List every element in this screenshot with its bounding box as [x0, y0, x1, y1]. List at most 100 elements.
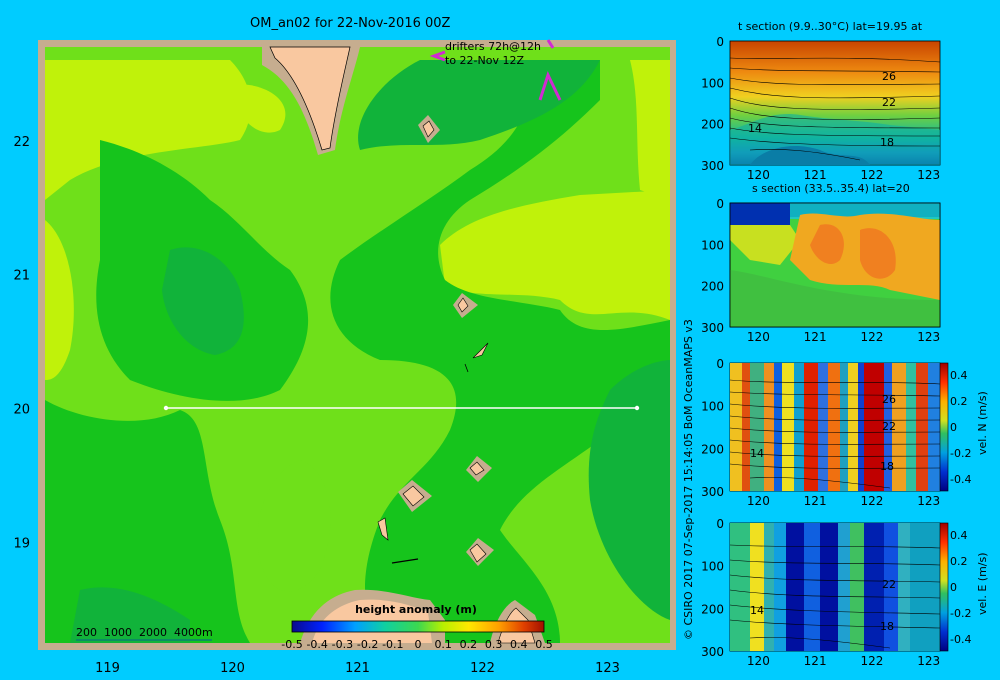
x-tick-119: 119: [95, 661, 120, 676]
field-lower-ne: [358, 60, 600, 150]
velocity-band: [858, 363, 864, 491]
velocity-band: [764, 363, 774, 491]
panel-1-y-tick-200: 200: [701, 118, 724, 132]
drifter-note-2: to 22-Nov 12Z: [445, 54, 525, 67]
colorbar-tick-4: -0.1: [382, 638, 403, 651]
colorbar-tick-2: -0.3: [332, 638, 353, 651]
velocity-band: [850, 523, 864, 651]
panel-4-x-tick-122: 122: [860, 654, 883, 668]
panel-4-x-tick-123: 123: [917, 654, 940, 668]
vel-e-colorbar-label: vel. E (m/s): [976, 552, 989, 615]
panel-4-contour-18: 18: [880, 620, 894, 633]
panel-4-contour-22: 22: [882, 578, 896, 591]
velocity-band: [884, 363, 892, 491]
panel-2-x-tick-123: 123: [917, 330, 940, 344]
panel-2-y-tick-0: 0: [716, 197, 724, 211]
panel-2-x-tick-120: 120: [747, 330, 770, 344]
panel-4-y-tick-0: 0: [716, 517, 724, 531]
panel-4-y-tick-300: 300: [701, 645, 724, 659]
colorbar-tick-1: -0.4: [306, 638, 327, 651]
islands: [377, 115, 494, 566]
y-tick-20: 20: [13, 403, 30, 418]
panel-4-x-tick-121: 121: [804, 654, 827, 668]
panel-1-contour-14: 14: [748, 122, 762, 135]
main-map-chart: 200 1000 2000 4000m height anomaly (m) -…: [13, 39, 676, 676]
panel-3-x-tick-122: 122: [860, 494, 883, 508]
panel-vel-e: 22 18 14: [729, 522, 949, 652]
panel-3-contour-22: 22: [882, 420, 896, 433]
depth-legend-label: 200 1000 2000 4000m: [76, 626, 213, 639]
panel-3-y-tick-300: 300: [701, 485, 724, 499]
velocity-band: [750, 363, 764, 491]
velocity-band: [786, 523, 804, 651]
velocity-band: [910, 523, 940, 651]
panel-3-y-tick-0: 0: [716, 357, 724, 371]
land-taiwan: [262, 46, 360, 155]
section-panels: t section (9.9..30°C) lat=19.95 at 26 22…: [701, 20, 971, 668]
panel-2-title: s section (33.5..35.4) lat=20: [752, 182, 910, 195]
panel-2-y-tick-300: 300: [701, 321, 724, 335]
field-high-ne: [440, 190, 670, 320]
velocity-band: [804, 523, 820, 651]
velocity-band: [730, 363, 742, 491]
field-low-sw: [45, 400, 250, 643]
panel-3-cbar-tick-1: 0.2: [950, 395, 968, 408]
panel-3-contour-26: 26: [882, 393, 896, 406]
panel-4-contour-14: 14: [750, 604, 764, 617]
colorbar-tick-9: 0.4: [510, 638, 528, 651]
panel-2-y-tick-100: 100: [701, 238, 724, 252]
field-lower-nw: [162, 247, 244, 355]
velocity-band: [804, 363, 818, 491]
panel-1-y-tick-100: 100: [701, 76, 724, 90]
panel-3-cbar-tick-3: -0.2: [950, 447, 971, 460]
panel-1-x-tick-122: 122: [860, 168, 883, 182]
x-tick-121: 121: [345, 661, 370, 676]
map-title: OM_an02 for 22-Nov-2016 00Z: [250, 16, 451, 31]
drifter-tracks: [429, 39, 562, 101]
velocity-band: [774, 523, 786, 651]
velocity-band: [916, 363, 928, 491]
colorbar-tick-labels: -0.5 -0.4 -0.3 -0.2 -0.1 0 0.1 0.2 0.3 0.4 0.5: [281, 638, 552, 651]
vel-n-colorbar-label: vel. N (m/s): [976, 391, 989, 455]
panel-4-y-tick-100: 100: [701, 560, 724, 574]
velocity-band: [782, 363, 794, 491]
colorbar-tick-8: 0.3: [485, 638, 503, 651]
panel-4-cbar-tick-0: 0.4: [950, 529, 968, 542]
field-mid-s: [257, 460, 331, 592]
colorbar-tick-10: 0.5: [535, 638, 553, 651]
panel-4-cbar-tick-1: 0.2: [950, 555, 968, 568]
panel-1-y-tick-300: 300: [701, 159, 724, 173]
velocity-band: [838, 523, 850, 651]
field-high-nw: [45, 60, 251, 200]
panel-1-contour-26: 26: [882, 70, 896, 83]
velocity-band: [928, 363, 940, 491]
panel-axis-labels: 0 100 200 300 120 121 122 123 0 100 200 300 120 121 12…: [701, 35, 971, 668]
velocity-band: [794, 363, 804, 491]
colorbar-tick-0: -0.5: [281, 638, 302, 651]
y-tick-22: 22: [13, 135, 30, 150]
panel-3-x-tick-121: 121: [804, 494, 827, 508]
panel-3-cbar-tick-2: 0: [950, 421, 957, 434]
velocity-band: [742, 363, 750, 491]
velocity-band: [730, 523, 750, 651]
panel-3-x-tick-120: 120: [747, 494, 770, 508]
panel-3-cbar-tick-4: -0.4: [950, 473, 971, 486]
panel-3-y-tick-100: 100: [701, 400, 724, 414]
panel-3-contour-14: 14: [750, 447, 764, 460]
colorbar-tick-6: 0.1: [434, 638, 452, 651]
colorbar-tick-5: 0: [415, 638, 422, 651]
panel-4-y-tick-200: 200: [701, 602, 724, 616]
velocity-band: [898, 523, 910, 651]
y-tick-19: 19: [13, 537, 30, 552]
velocity-band: [840, 363, 848, 491]
field-lower-e: [588, 360, 670, 620]
velocity-band: [884, 523, 898, 651]
velocity-band: [764, 523, 774, 651]
colorbar-tick-3: -0.2: [357, 638, 378, 651]
panel-1-x-tick-120: 120: [747, 168, 770, 182]
panel-1-x-tick-123: 123: [917, 168, 940, 182]
field-high-e: [630, 60, 670, 200]
panel-1-title: t section (9.9..30°C) lat=19.95 at: [738, 20, 923, 33]
field-high-w: [45, 220, 74, 380]
height-colorbar: height anomaly (m) -0.5 -0.4 -0.3 -0.2 -0.1 0…: [281, 603, 552, 651]
